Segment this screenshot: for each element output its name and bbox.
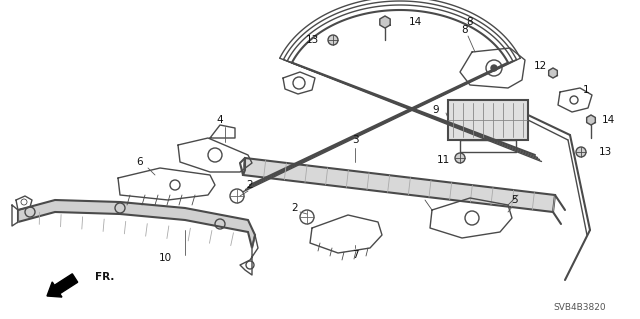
Text: 8: 8 bbox=[467, 17, 474, 27]
Text: 3: 3 bbox=[352, 135, 358, 145]
Text: 12: 12 bbox=[533, 61, 547, 71]
Circle shape bbox=[551, 71, 556, 75]
Text: 13: 13 bbox=[598, 147, 612, 157]
Text: 8: 8 bbox=[461, 25, 468, 35]
Polygon shape bbox=[548, 68, 557, 78]
Text: 2: 2 bbox=[292, 203, 298, 213]
Polygon shape bbox=[587, 115, 595, 125]
Text: 1: 1 bbox=[582, 85, 589, 95]
FancyBboxPatch shape bbox=[448, 100, 528, 140]
Circle shape bbox=[491, 65, 497, 71]
Polygon shape bbox=[380, 16, 390, 28]
Text: 4: 4 bbox=[217, 115, 223, 125]
Text: 10: 10 bbox=[159, 253, 172, 263]
Text: 9: 9 bbox=[433, 105, 439, 115]
Circle shape bbox=[382, 19, 388, 25]
Text: 5: 5 bbox=[512, 195, 518, 205]
Text: 6: 6 bbox=[137, 157, 143, 167]
Polygon shape bbox=[243, 158, 555, 212]
Circle shape bbox=[328, 35, 338, 45]
Text: 11: 11 bbox=[436, 155, 450, 165]
Polygon shape bbox=[18, 200, 255, 248]
FancyArrow shape bbox=[47, 274, 77, 297]
Text: 14: 14 bbox=[408, 17, 422, 27]
Text: 14: 14 bbox=[602, 115, 614, 125]
Text: 2: 2 bbox=[246, 180, 253, 190]
Circle shape bbox=[576, 147, 586, 157]
Text: FR.: FR. bbox=[95, 272, 115, 282]
Text: 7: 7 bbox=[352, 250, 358, 260]
Circle shape bbox=[589, 118, 593, 122]
Circle shape bbox=[455, 153, 465, 163]
Text: 13: 13 bbox=[305, 35, 319, 45]
Text: SVB4B3820: SVB4B3820 bbox=[554, 303, 606, 313]
